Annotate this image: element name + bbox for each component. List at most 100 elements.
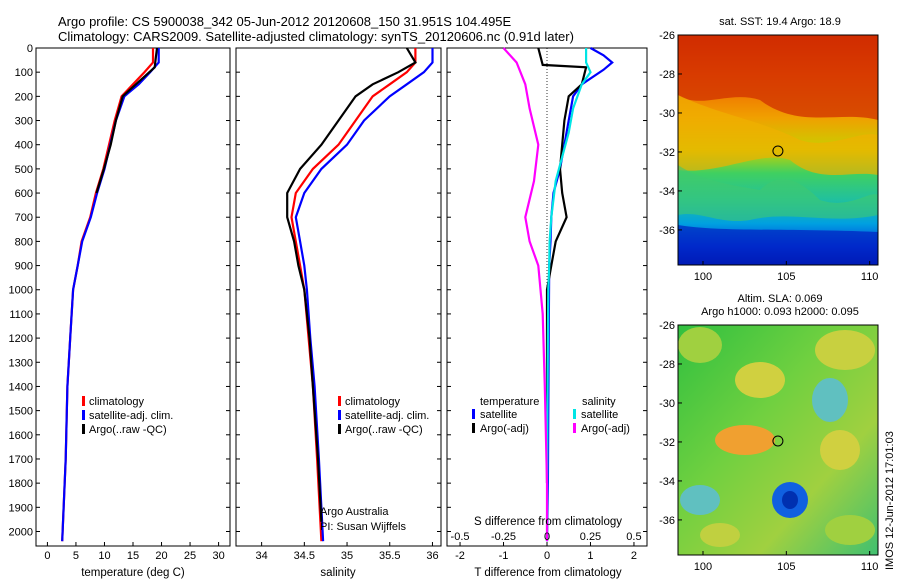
depth-tick-label: 1300 — [9, 357, 33, 369]
depth-tick-label: 500 — [15, 164, 33, 176]
sla-map-ytick-label: -30 — [659, 398, 675, 410]
depth-tick-label: 0 — [27, 43, 33, 55]
temperature-profile-xtick-label: 25 — [184, 550, 196, 562]
salinity-xlabel: salinity — [320, 567, 355, 579]
depth-tick-label: 900 — [15, 261, 33, 273]
salinity-profile-series-0 — [290, 48, 417, 542]
imos-timestamp: IMOS 12-Jun-2012 17:01:03 — [884, 431, 896, 570]
salinity-legend: climatology satellite-adj. clim. Argo(..ra… — [338, 396, 429, 436]
depth-tick-label: 1100 — [9, 309, 33, 321]
depth-tick-label: 1200 — [9, 333, 33, 345]
sla-map-xtick-label: 100 — [694, 561, 712, 573]
legend-group-title: salinity — [582, 396, 616, 408]
sla-map-frame — [677, 324, 879, 556]
temperature-profile-series-1 — [61, 48, 160, 542]
temperature-profile-xtick-label: 20 — [155, 550, 167, 562]
sst-map-ytick-label: -32 — [659, 147, 675, 159]
temperature-profile-series-0 — [61, 48, 155, 542]
sla-map-xtick-label: 110 — [861, 561, 879, 573]
temperature-legend-label: satellite-adj. clim. — [89, 410, 173, 422]
temperature-profile-xtick-label: 10 — [98, 550, 110, 562]
temperature-legend-label: climatology — [89, 396, 145, 408]
depth-tick-label: 1400 — [9, 381, 33, 393]
difference-profile-series-2 — [545, 48, 592, 542]
sst-map-xtick-label: 100 — [694, 271, 712, 283]
sst-map-xtick-label: 110 — [861, 271, 879, 283]
depth-tick-label: 2000 — [9, 526, 33, 538]
depth-tick-label: 700 — [15, 212, 33, 224]
salinity-legend-label: satellite-adj. clim. — [345, 410, 429, 422]
sla-map-ytick-label: -36 — [659, 515, 675, 527]
temperature-xlabel: temperature (deg C) — [81, 567, 185, 579]
sst-map-ytick-label: -26 — [659, 30, 675, 42]
depth-tick-label: 1500 — [9, 406, 33, 418]
s-diff-tick-label: -0.5 — [451, 531, 470, 543]
sst-map-xtick-label: 105 — [777, 271, 795, 283]
temperature-panel: 0 100 200 300 400 500 600 700 800 900 1000 1100 1200… — [9, 43, 231, 579]
difference-legend-label: satellite — [480, 409, 517, 421]
difference-profile-xtick-label: -1 — [499, 550, 509, 562]
difference-profile-series-3 — [502, 47, 549, 542]
depth-tick-label: 300 — [15, 116, 33, 128]
depth-tick-label: 1800 — [9, 478, 33, 490]
depth-tick-label: 1000 — [9, 285, 33, 297]
annotation-pi: PI: Susan Wijffels — [320, 521, 406, 533]
salinity-legend-swatch — [338, 424, 341, 434]
salinity-profile-xtick-label: 34.5 — [294, 550, 315, 562]
depth-tick-label: 400 — [15, 140, 33, 152]
sst-map-ytick-label: -30 — [659, 108, 675, 120]
temperature-legend: climatology satellite-adj. clim. Argo(..ra… — [82, 396, 173, 436]
salinity-profile-xtick-label: 35.5 — [379, 550, 400, 562]
s-diff-tick-label: -0.25 — [491, 531, 516, 543]
sst-map-frame — [677, 34, 879, 266]
annotation-argo-australia: Argo Australia — [320, 506, 389, 518]
temperature-profile-xtick-label: 30 — [212, 550, 224, 562]
difference-legend-swatch — [472, 423, 475, 433]
salinity-profile-series-2 — [286, 47, 417, 522]
s-diff-tick-label: 0 — [544, 531, 550, 543]
salinity-legend-swatch — [338, 396, 341, 406]
difference-profile-xtick-label: 0 — [544, 550, 550, 562]
salinity-profile-xtick-label: 34 — [256, 550, 268, 562]
difference-profile-series-0 — [545, 47, 614, 542]
temperature-legend-swatch — [82, 396, 85, 406]
salinity-legend-label: Argo(..raw -QC) — [345, 424, 423, 436]
sst-map-image — [678, 35, 878, 265]
sla-map-ytick-label: -28 — [659, 359, 675, 371]
s-diff-tick-label: 0.5 — [626, 531, 641, 543]
salinity-legend-label: climatology — [345, 396, 401, 408]
sla-map-image — [678, 325, 878, 555]
difference-legend-label: satellite — [581, 409, 618, 421]
temperature-legend-swatch — [82, 410, 85, 420]
sst-argo-location-marker — [772, 145, 784, 157]
salinity-profile-xtick-label: 36 — [426, 550, 438, 562]
legend-group-title: temperature — [480, 396, 539, 408]
depth-tick-label: 600 — [15, 188, 33, 200]
salinity-profile-xtick-label: 35 — [341, 550, 353, 562]
salinity-profile-series-1 — [294, 48, 434, 542]
temperature-profile-series-2 — [95, 47, 159, 194]
t-difference-label: T difference from climatology — [474, 567, 621, 579]
depth-tick-label: 1900 — [9, 502, 33, 514]
salinity-panel: 34 34.5 35 35.5 36 salinity climatology satel… — [235, 47, 442, 579]
sla-map-ytick-label: -32 — [659, 437, 675, 449]
sla-map-ytick-label: -34 — [659, 476, 675, 488]
depth-tick-label: 100 — [15, 67, 33, 79]
depth-tick-label: 200 — [15, 91, 33, 103]
sst-map-ytick-label: -28 — [659, 69, 675, 81]
sla-map-ytick-label: -26 — [659, 320, 675, 332]
sla-map-title-2: Argo h1000: 0.093 h2000: 0.095 — [701, 306, 859, 318]
sla-map-panel: Altim. SLA: 0.069 Argo h1000: 0.093 h200… — [659, 293, 879, 573]
depth-tick-label: 800 — [15, 236, 33, 248]
salinity-legend-swatch — [338, 410, 341, 420]
header-line-1: Argo profile: CS 5900038_342 05-Jun-2012… — [58, 14, 512, 29]
depth-tick-label: 1700 — [9, 454, 33, 466]
difference-legend: temperature salinitysatelliteArgo(-adj)sa… — [472, 396, 630, 435]
difference-legend-swatch — [573, 409, 576, 419]
sst-map-ytick-label: -36 — [659, 225, 675, 237]
temperature-profile-xtick-label: 5 — [73, 550, 79, 562]
difference-legend-label: Argo(-adj) — [581, 423, 630, 435]
depth-tick-label: 1600 — [9, 430, 33, 442]
s-diff-tick-label: 0.25 — [580, 531, 601, 543]
